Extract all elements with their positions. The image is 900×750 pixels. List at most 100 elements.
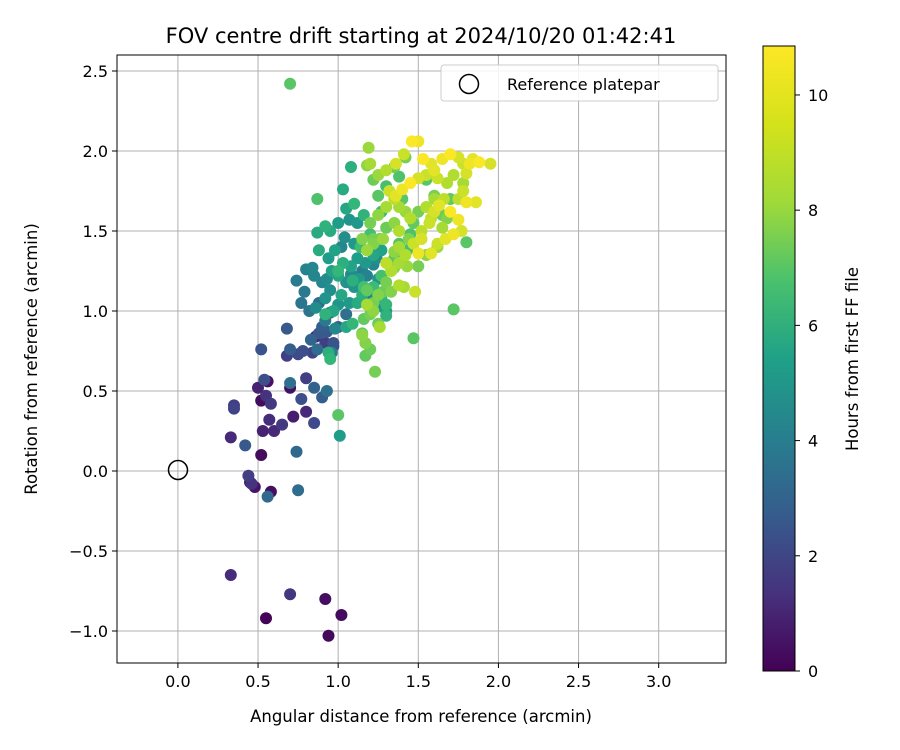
data-point	[319, 220, 332, 233]
data-point	[393, 257, 406, 269]
data-point	[276, 418, 289, 431]
data-point	[436, 221, 449, 234]
x-tick-label: 2.0	[486, 672, 511, 691]
data-point	[362, 141, 375, 154]
data-point	[348, 197, 361, 210]
data-point	[433, 199, 446, 212]
data-point	[319, 308, 332, 321]
data-point	[335, 289, 348, 301]
data-point	[300, 372, 313, 385]
y-tick-label: 2.0	[83, 142, 108, 161]
plot-frame	[116, 54, 727, 664]
y-tick-label: 1.5	[83, 222, 108, 241]
data-point	[284, 588, 297, 601]
colorbar-tick-label: 4	[808, 432, 818, 451]
data-point	[444, 148, 457, 161]
legend-marker-icon	[458, 73, 480, 95]
data-point	[296, 345, 309, 357]
data-point	[263, 413, 276, 426]
data-point	[304, 333, 317, 346]
data-point	[332, 217, 345, 229]
data-point	[298, 285, 311, 298]
data-point	[473, 156, 486, 169]
y-axis: −1.0 −0.5 0.0 0.5 1.0 1.5 2.0 2.5	[69, 62, 117, 641]
legend-label: Reference platepar	[507, 75, 660, 94]
data-point	[373, 321, 386, 333]
data-point	[292, 484, 305, 497]
y-tick-label: 2.5	[83, 62, 108, 81]
data-point	[311, 343, 324, 356]
data-point	[346, 274, 359, 287]
data-point	[389, 157, 402, 170]
colorbar-tick-label: 10	[808, 86, 828, 105]
data-point	[393, 241, 406, 253]
data-point	[255, 449, 268, 461]
data-point	[356, 329, 369, 341]
data-point	[260, 612, 272, 625]
data-point	[441, 177, 454, 189]
data-point	[372, 189, 385, 202]
data-point	[364, 157, 377, 170]
x-tick-label: 1.0	[325, 672, 350, 691]
data-point	[351, 252, 364, 265]
data-point	[415, 233, 428, 245]
y-tick-label: 0.5	[83, 382, 108, 401]
data-point	[287, 410, 300, 423]
data-point	[399, 249, 412, 261]
data-point	[280, 322, 293, 335]
data-point	[377, 233, 389, 245]
data-point	[372, 209, 385, 221]
data-point	[345, 161, 357, 173]
colorbar-tick-label: 8	[808, 201, 818, 220]
data-point	[309, 301, 322, 314]
colorbar-tick-label: 0	[808, 662, 818, 681]
data-point	[340, 308, 353, 321]
x-tick-label: 2.5	[566, 672, 591, 691]
data-point	[409, 285, 422, 298]
reference-platepar-marker	[167, 459, 189, 481]
data-point	[404, 212, 417, 225]
colorbar-tick-label: 6	[808, 316, 818, 335]
data-point	[312, 244, 325, 257]
data-point	[407, 332, 420, 345]
data-point	[380, 164, 393, 177]
data-point	[346, 317, 359, 330]
data-point	[361, 244, 373, 257]
data-point	[417, 153, 430, 165]
y-tick-label: 1.0	[83, 302, 108, 321]
data-point	[447, 169, 460, 181]
data-point	[329, 322, 341, 335]
x-tick-label: 1.5	[406, 672, 431, 691]
data-point	[332, 265, 345, 277]
data-point	[364, 217, 377, 229]
data-point	[404, 177, 417, 189]
data-point	[393, 170, 406, 183]
colorbar-ticks: 0 2 4 6 8 10	[795, 86, 828, 681]
y-tick-label: 0.0	[83, 462, 108, 481]
data-point	[329, 244, 341, 257]
data-point	[228, 402, 240, 415]
data-point	[380, 201, 393, 213]
x-axis-label: Angular distance from reference (arcmin)	[250, 707, 592, 726]
data-point	[284, 343, 297, 356]
data-point	[412, 247, 425, 260]
data-point	[242, 469, 255, 482]
scatter-points	[224, 77, 497, 642]
data-point	[457, 185, 470, 197]
data-point	[393, 279, 406, 292]
legend-box	[440, 64, 719, 102]
data-point	[380, 309, 393, 322]
data-point	[252, 381, 264, 394]
colorbar: 0 2 4 6 8 10 Hours from first FF file	[762, 45, 862, 681]
data-point	[224, 431, 237, 444]
data-point	[484, 157, 497, 170]
data-point	[308, 417, 321, 429]
data-point	[255, 343, 268, 356]
data-point	[224, 569, 237, 581]
data-point	[295, 393, 308, 405]
data-point	[306, 261, 319, 274]
data-point	[290, 445, 303, 458]
data-point	[423, 217, 436, 229]
data-point	[264, 397, 277, 410]
data-point	[268, 425, 281, 437]
